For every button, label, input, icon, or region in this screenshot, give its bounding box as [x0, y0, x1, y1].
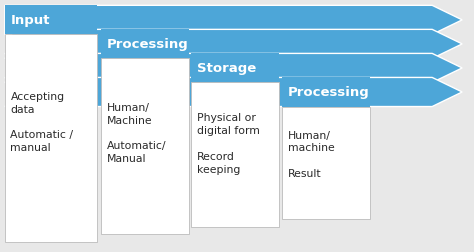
- Text: Human/
Machine

Automatic/
Manual: Human/ Machine Automatic/ Manual: [107, 102, 166, 163]
- Text: Storage: Storage: [197, 62, 256, 75]
- Bar: [282, 78, 370, 107]
- Text: Input: Input: [10, 14, 50, 27]
- Text: Processing: Processing: [107, 38, 188, 51]
- Polygon shape: [5, 78, 462, 107]
- Text: Processing: Processing: [288, 86, 369, 99]
- Polygon shape: [5, 6, 462, 35]
- Bar: [191, 83, 279, 227]
- Text: Physical or
digital form

Record
keeping: Physical or digital form Record keeping: [197, 113, 260, 174]
- Bar: [101, 59, 189, 234]
- Text: Human/
machine

Result: Human/ machine Result: [288, 130, 335, 178]
- Bar: [101, 30, 189, 59]
- Polygon shape: [5, 30, 462, 59]
- Bar: [282, 107, 370, 219]
- Bar: [5, 35, 97, 242]
- Bar: [5, 6, 97, 35]
- Text: Accepting
data

Automatic /
manual: Accepting data Automatic / manual: [10, 91, 73, 152]
- Bar: [191, 54, 279, 83]
- Polygon shape: [5, 54, 462, 83]
